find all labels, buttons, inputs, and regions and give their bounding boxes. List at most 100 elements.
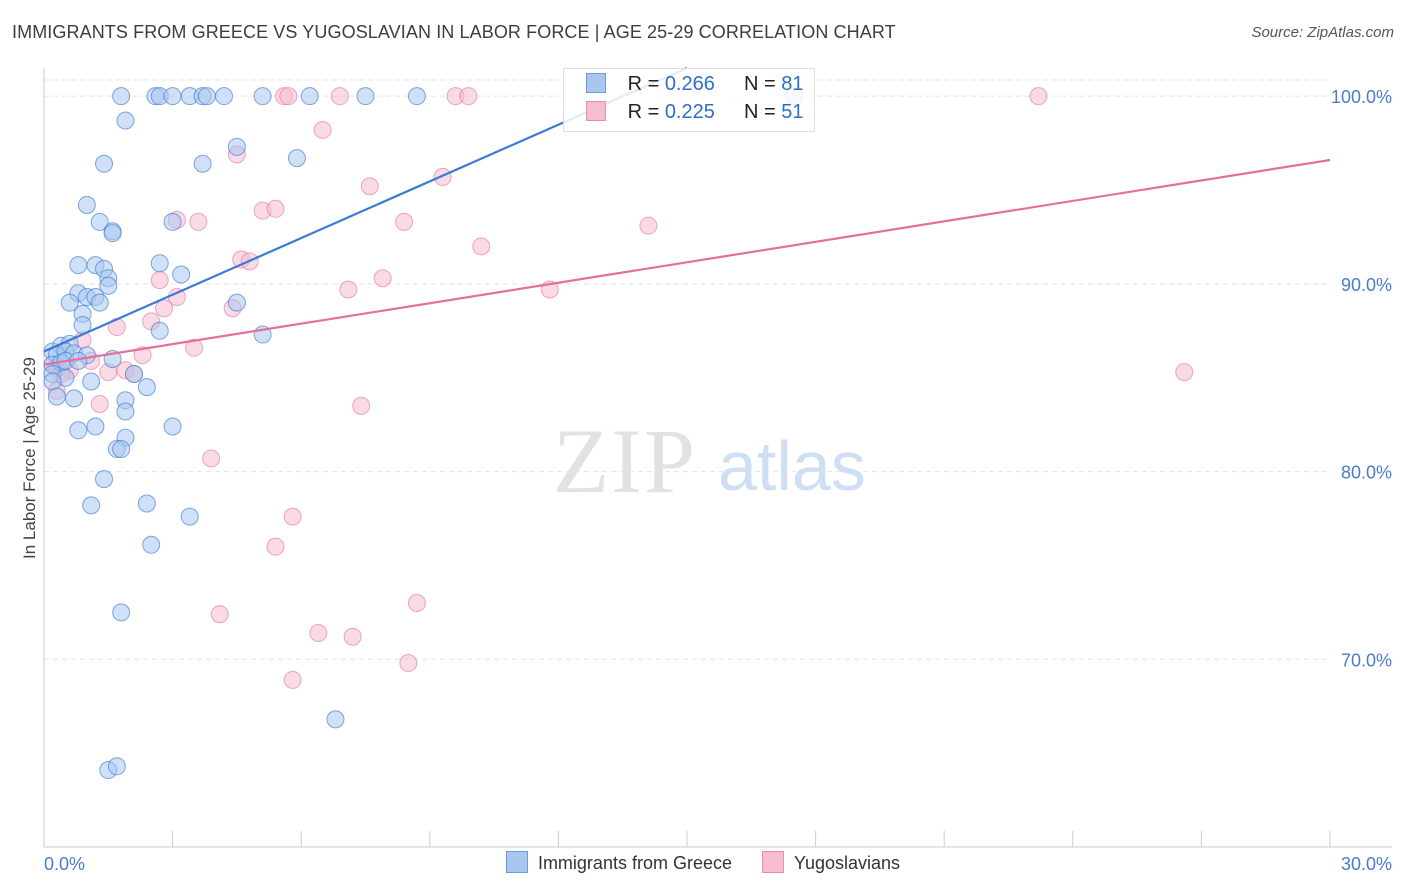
source-label: Source: ZipAtlas.com [1251,24,1394,41]
legend-swatch-greece [586,73,606,93]
series-yugoslavians [43,87,1194,689]
data-point-greece [86,417,105,436]
x-tick-label: 0.0% [44,854,85,874]
series-immigrants-from-greece [43,87,804,780]
legend-item-greece[interactable]: Immigrants from Greece [505,851,732,877]
data-point-yugoslavians [339,280,358,299]
data-point-greece [215,87,234,106]
data-point-greece [227,137,246,156]
chart-title: IMMIGRANTS FROM GREECE VS YUGOSLAVIAN IN… [12,22,896,42]
data-point-yugoslavians [472,237,491,256]
legend-n-label: N = [744,73,782,95]
data-point-greece [82,496,101,515]
data-point-yugoslavians [283,670,302,689]
legend-swatch-greece [505,851,528,873]
data-point-yugoslavians [155,299,174,318]
y-axis-label: In Labor Force | Age 25-29 [20,357,39,559]
data-point-greece [77,196,96,215]
data-point-greece [227,293,246,312]
axes [43,68,1392,848]
legend-swatch-yugo [761,851,784,873]
data-point-greece [69,256,88,275]
y-tick-label: 70.0% [1341,650,1392,670]
data-point-greece [180,507,199,526]
legend-r-label: R = [627,101,665,123]
data-point-greece [125,364,144,383]
data-point-greece [47,387,66,406]
legend-r-label: R = [627,73,665,95]
watermark-atlas: atlas [718,427,866,505]
data-point-yugoslavians [150,271,169,290]
data-point-greece [95,470,114,489]
data-point-yugoslavians [313,120,332,139]
data-point-yugoslavians [189,212,208,231]
y-tick-label: 80.0% [1341,463,1392,483]
data-point-greece [163,87,182,106]
data-point-greece [300,87,319,106]
data-point-yugoslavians [309,624,328,643]
legend-n-label: N = [744,101,782,123]
data-point-greece [137,378,156,397]
data-point-yugoslavians [373,269,392,288]
data-point-yugoslavians [133,346,152,365]
data-point-yugoslavians [90,395,109,414]
data-point-greece [197,87,216,106]
data-point-greece [112,603,131,622]
data-point-greece [107,757,126,776]
data-point-greece [103,224,122,243]
data-point-greece [407,87,426,106]
data-point-yugoslavians [459,87,478,106]
legend-n-value: 81 [781,73,804,95]
data-point-greece [116,402,135,421]
data-point-yugoslavians [1029,87,1048,106]
data-point-greece [90,293,109,312]
data-point-yugoslavians [352,396,371,415]
data-point-greece [112,87,131,106]
data-point-greece [60,293,79,312]
data-point-greece [65,389,84,408]
data-point-yugoslavians [343,627,362,646]
data-point-greece [163,212,182,231]
legend-label-greece: Immigrants from Greece [537,853,732,873]
data-point-greece [82,372,101,391]
data-point-yugoslavians [266,537,285,556]
data-point-yugoslavians [407,593,426,612]
legend-r-value: 0.225 [664,101,715,123]
watermark-zip: ZIP [553,410,697,512]
legend-box: R = 0.266 N = 81 R = 0.225 N = 51 [563,68,815,132]
data-point-yugoslavians [266,199,285,218]
data-point-greece [43,372,62,391]
data-point-greece [142,535,161,554]
legend-n-value: 51 [781,101,804,123]
data-point-greece [95,154,114,173]
legend-swatch-yugo [586,101,606,121]
data-point-yugoslavians [202,449,221,468]
series-legend: Immigrants from Greece Yugoslavians [0,851,1406,877]
data-point-greece [69,421,88,440]
data-point-greece [287,149,306,168]
data-point-greece [112,440,131,459]
data-point-greece [150,321,169,340]
data-point-greece [356,87,375,106]
y-tick-label: 90.0% [1341,275,1392,295]
data-point-greece [163,417,182,436]
data-point-greece [172,265,191,284]
data-point-greece [90,212,109,231]
data-point-greece [99,276,118,295]
legend-item-yugo[interactable]: Yugoslavians [761,851,900,877]
data-point-yugoslavians [279,87,298,106]
data-point-greece [150,254,169,273]
data-point-yugoslavians [399,654,418,673]
y-tick-label: 100.0% [1331,87,1392,107]
tick-labels: 70.0% 80.0% 90.0% 100.0% 0.0% 30.0% [44,87,1392,874]
data-point-greece [137,494,156,513]
data-point-greece [326,710,345,729]
data-point-yugoslavians [283,507,302,526]
data-point-greece [193,154,212,173]
data-point-greece [116,111,135,130]
data-point-yugoslavians [1175,363,1194,382]
trend-line-yugoslavians [43,158,1331,366]
data-point-yugoslavians [395,212,414,231]
legend-row-yugo: R = 0.225 N = 51 [586,101,804,129]
